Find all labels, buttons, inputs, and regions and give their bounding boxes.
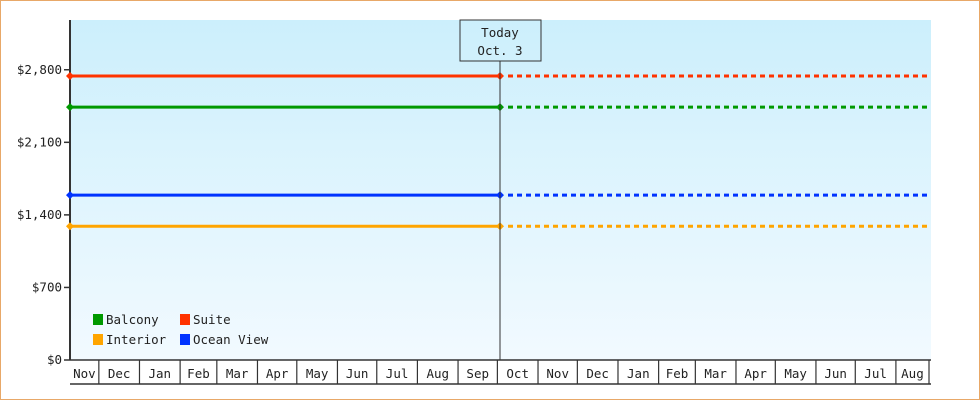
- y-tick-label: $0: [47, 352, 62, 367]
- legend-swatch: [180, 314, 190, 325]
- y-tick-label: $1,400: [17, 207, 62, 222]
- today-label-line1: Today: [481, 25, 519, 40]
- x-tick-label: Dec: [586, 366, 609, 381]
- x-tick-label: Sep: [466, 366, 489, 381]
- legend-swatch: [180, 334, 190, 345]
- legend-swatch: [93, 314, 103, 325]
- x-axis: Nov Dec Jan Feb Mar Apr May Jun Jul Aug Sep Oct Nov D…: [70, 359, 931, 385]
- data-point: [66, 222, 74, 231]
- x-tick-label: May: [784, 366, 807, 381]
- x-tick-label: Dec: [108, 366, 131, 381]
- today-label-box: [459, 19, 542, 62]
- x-tick-label: Feb: [666, 366, 689, 381]
- x-tick-label: Mar: [226, 366, 249, 381]
- x-tick-label: Aug: [426, 366, 449, 381]
- x-tick-label: Apr: [744, 366, 767, 381]
- x-tick-label: May: [306, 366, 329, 381]
- x-tick-label: Oct: [506, 366, 529, 381]
- x-tick-label: Jun: [346, 366, 369, 381]
- x-tick-label: Feb: [187, 366, 210, 381]
- y-tick-label: $700: [32, 279, 62, 294]
- today-marker: Today Oct. 3: [459, 19, 542, 360]
- x-tick-label: Jan: [627, 366, 650, 381]
- x-tick-label: Jun: [824, 366, 847, 381]
- y-axis: $0 $700 $1,400 $2,100 $2,800: [17, 20, 71, 367]
- x-tick-label: Apr: [266, 366, 289, 381]
- x-tick-label: Jul: [386, 366, 409, 381]
- today-label-line2: Oct. 3: [477, 43, 522, 58]
- x-tick-label: Jul: [864, 366, 887, 381]
- legend-label: Balcony: [106, 312, 159, 327]
- series-group: [66, 71, 931, 231]
- legend-swatch: [93, 334, 103, 345]
- legend-label: Ocean View: [193, 332, 269, 347]
- y-tick-label: $2,100: [17, 134, 62, 149]
- x-tick-label: Mar: [704, 366, 727, 381]
- data-point: [66, 191, 74, 200]
- legend: Balcony Suite Interior Ocean View: [93, 312, 269, 347]
- legend-label: Interior: [106, 332, 167, 347]
- x-tick-label: Jan: [149, 366, 172, 381]
- x-tick-label: Nov: [73, 366, 96, 381]
- x-tick-label: Nov: [546, 366, 569, 381]
- data-point: [66, 103, 74, 112]
- y-tick-label: $2,800: [17, 62, 62, 77]
- legend-label: Suite: [193, 312, 231, 327]
- data-point: [66, 71, 74, 80]
- x-tick-label: Aug: [901, 366, 924, 381]
